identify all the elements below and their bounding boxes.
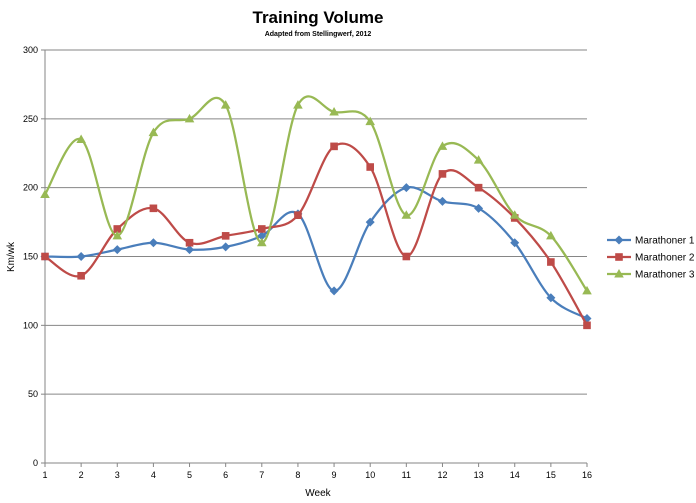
data-point-marathoner-3 xyxy=(509,210,520,219)
series-line-marathoner-1 xyxy=(44,186,588,320)
data-point-marathoner-3 xyxy=(437,141,448,150)
series-marathoner-2 xyxy=(41,142,591,330)
x-tick-label: 10 xyxy=(365,470,375,480)
data-point-marathoner-2 xyxy=(41,252,49,261)
data-point-marathoner-2 xyxy=(366,163,374,171)
data-point-marathoner-2 xyxy=(221,232,230,240)
legend-swatch-marker xyxy=(614,269,624,278)
x-tick-label: 14 xyxy=(510,470,520,480)
x-tick-label: 11 xyxy=(402,470,411,480)
data-point-marathoner-3 xyxy=(401,210,412,219)
data-point-marathoner-2 xyxy=(330,142,338,151)
x-tick-label: 5 xyxy=(187,470,192,480)
data-point-marathoner-3 xyxy=(329,106,339,116)
x-tick-label: 15 xyxy=(546,470,556,480)
y-tick-label: 200 xyxy=(23,183,38,193)
series-marathoner-3 xyxy=(40,95,592,295)
data-point-marathoner-2 xyxy=(113,225,122,233)
data-point-marathoner-3 xyxy=(257,237,267,247)
chart-subtitle: Adapted from Stellingwerf, 2012 xyxy=(265,31,372,38)
data-point-marathoner-1 xyxy=(401,183,411,193)
data-point-marathoner-2 xyxy=(583,321,591,330)
y-tick-label: 150 xyxy=(23,252,38,262)
data-point-marathoner-2 xyxy=(258,225,266,233)
legend-label: Marathoner 1 xyxy=(635,236,695,247)
data-point-marathoner-2 xyxy=(149,204,158,213)
y-tick-label: 50 xyxy=(28,389,38,399)
data-point-marathoner-3 xyxy=(184,113,195,123)
x-tick-label: 8 xyxy=(295,470,300,480)
legend-label: Marathoner 3 xyxy=(635,270,695,281)
data-point-marathoner-2 xyxy=(547,258,555,266)
data-point-marathoner-1 xyxy=(257,231,267,241)
data-point-marathoner-3 xyxy=(148,127,159,137)
data-point-marathoner-3 xyxy=(112,230,123,240)
legend-item-marathoner-3: Marathoner 3 xyxy=(607,269,695,281)
legend-item-marathoner-1: Marathoner 1 xyxy=(607,235,695,247)
x-tick-label: 7 xyxy=(259,470,264,480)
legend-swatch-marker xyxy=(615,253,623,261)
data-point-marathoner-2 xyxy=(474,183,483,192)
data-point-marathoner-2 xyxy=(185,238,194,247)
x-tick-label: 2 xyxy=(79,470,84,480)
data-point-marathoner-1 xyxy=(329,286,339,296)
data-point-marathoner-3 xyxy=(365,116,375,126)
data-point-marathoner-1 xyxy=(365,217,375,227)
data-point-marathoner-3 xyxy=(220,100,231,109)
x-tick-label: 3 xyxy=(115,470,120,480)
series-group xyxy=(40,95,592,330)
data-point-marathoner-1 xyxy=(510,238,520,248)
legend-swatch-marker xyxy=(614,235,624,245)
data-point-marathoner-3 xyxy=(582,285,592,295)
series-marathoner-1 xyxy=(40,183,592,323)
data-point-marathoner-1 xyxy=(76,252,86,261)
chart-title: Training Volume xyxy=(253,8,384,27)
y-axis-title: Km/wk xyxy=(6,241,17,272)
data-point-marathoner-1 xyxy=(474,203,484,213)
y-tick-label: 250 xyxy=(23,114,38,124)
x-tick-label: 4 xyxy=(151,470,156,480)
x-tick-label: 6 xyxy=(223,470,228,480)
data-point-marathoner-3 xyxy=(293,100,303,109)
data-point-marathoner-2 xyxy=(438,170,447,178)
x-tick-label: 13 xyxy=(474,470,484,480)
data-point-marathoner-1 xyxy=(112,245,122,255)
data-point-marathoner-1 xyxy=(437,196,447,206)
y-tick-label: 300 xyxy=(23,45,38,55)
legend: Marathoner 1 Marathoner 2 Marathoner 3 xyxy=(607,235,695,281)
x-tick-label: 1 xyxy=(42,470,47,480)
x-tick-label: 12 xyxy=(437,470,447,480)
x-tick-label: 16 xyxy=(582,470,592,480)
data-point-marathoner-1 xyxy=(185,245,195,255)
data-point-marathoner-2 xyxy=(402,252,411,261)
y-tick-label: 0 xyxy=(33,458,38,468)
data-point-marathoner-3 xyxy=(76,134,86,143)
data-point-marathoner-3 xyxy=(40,189,50,199)
data-point-marathoner-3 xyxy=(546,230,556,240)
data-point-marathoner-1 xyxy=(148,238,158,248)
data-point-marathoner-3 xyxy=(473,155,484,164)
data-point-marathoner-2 xyxy=(77,271,85,280)
legend-label: Marathoner 2 xyxy=(635,253,695,264)
x-axis-title: Week xyxy=(305,488,331,499)
data-point-marathoner-1 xyxy=(546,293,556,303)
x-tick-label: 9 xyxy=(332,470,337,480)
series-line-marathoner-2 xyxy=(44,142,588,326)
data-point-marathoner-1 xyxy=(221,242,231,252)
y-tick-label: 100 xyxy=(23,320,38,330)
data-point-marathoner-2 xyxy=(294,211,302,219)
legend-item-marathoner-2: Marathoner 2 xyxy=(607,253,695,264)
